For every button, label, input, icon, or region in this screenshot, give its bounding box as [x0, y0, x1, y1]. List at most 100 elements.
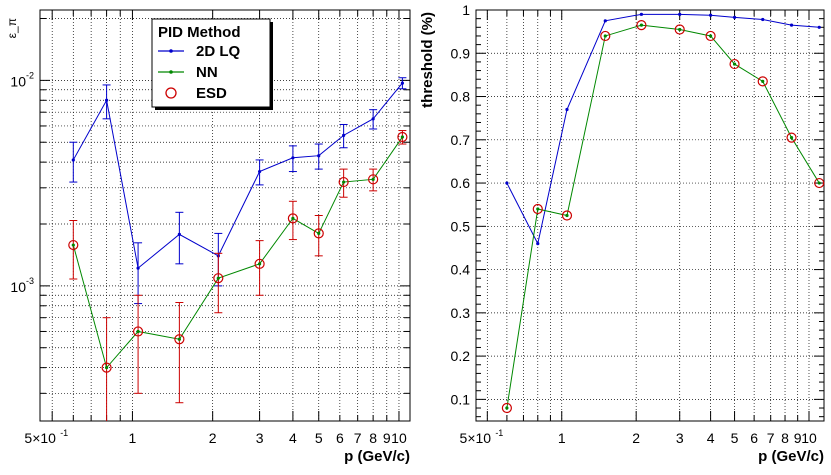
data-point	[397, 131, 408, 143]
x-axis-title: p (GeV/c)	[758, 448, 824, 465]
data-point	[400, 81, 404, 85]
data-point	[757, 76, 768, 87]
x-tick-label: 5	[731, 430, 739, 446]
y-tick-label: 0.6	[451, 175, 471, 191]
data-point	[639, 12, 644, 16]
x-tick-label-exponent: -1	[495, 428, 503, 438]
y-axis-title: threshold (%)	[419, 12, 436, 108]
x-tick-label: 5×10	[24, 430, 56, 446]
legend-title: PID Method	[158, 24, 241, 41]
y-axis-title: ε_π	[5, 18, 19, 38]
x-tick-label: 2	[632, 430, 640, 446]
x-tick-label: 8	[369, 430, 377, 446]
x-tick-label: 1	[129, 430, 137, 446]
series-nn	[505, 23, 821, 410]
data-point	[536, 242, 540, 246]
data-point	[136, 266, 140, 270]
x-tick-label: 4	[707, 430, 715, 446]
x-tick-label: 9	[794, 430, 802, 446]
data-point	[71, 158, 75, 162]
data-point	[132, 326, 144, 337]
data-point	[817, 181, 821, 185]
y-tick-label: 0.4	[451, 262, 471, 278]
data-point	[177, 337, 181, 341]
x-tick-label: 10	[801, 430, 817, 446]
data-point	[68, 239, 79, 251]
y-tick-label: 10	[10, 73, 26, 89]
plot-frame	[39, 9, 411, 422]
y-tick-label: 10	[10, 279, 26, 295]
data-point	[213, 273, 224, 284]
y-tick-label: 0.5	[451, 218, 471, 234]
y-tick-label: 0.8	[451, 89, 471, 105]
data-point	[532, 203, 543, 215]
data-point	[565, 107, 569, 112]
data-point	[705, 30, 716, 42]
data-point	[342, 180, 346, 184]
x-tick-label: 3	[676, 430, 684, 446]
data-point	[216, 276, 220, 280]
series-esd	[68, 131, 408, 373]
grid	[476, 9, 824, 421]
data-point	[501, 402, 512, 414]
data-point	[101, 362, 112, 373]
data-point	[678, 27, 682, 32]
data-point	[561, 210, 573, 221]
data-point	[317, 231, 321, 236]
data-point	[342, 133, 346, 137]
legend-marker	[169, 49, 173, 53]
x-tick-label: 10	[391, 430, 407, 446]
legend-marker	[169, 70, 173, 74]
data-point	[71, 243, 75, 247]
series-2d-lq	[69, 77, 407, 305]
data-point	[505, 406, 509, 410]
x-tick-label: 1	[558, 430, 566, 446]
data-point	[371, 177, 375, 181]
data-point	[678, 12, 682, 16]
data-point	[291, 156, 295, 160]
y-tick-label-exponent: -3	[26, 276, 34, 286]
y-tick-label: 0.1	[451, 391, 471, 407]
data-point	[786, 132, 797, 143]
data-point	[814, 177, 825, 189]
data-point	[291, 216, 295, 220]
x-tick-label: 5	[315, 430, 323, 446]
data-point	[313, 228, 324, 239]
data-point	[258, 262, 262, 266]
x-tick-label: 9	[383, 430, 391, 446]
legend-entry-label: 2D LQ	[196, 43, 241, 60]
y-tick-label: 1	[462, 2, 470, 18]
x-tick-label: 3	[256, 430, 264, 446]
series-nn	[69, 130, 407, 421]
x-tick-label: 6	[750, 430, 758, 446]
data-point	[674, 24, 685, 35]
y-tick-label: 0.3	[451, 305, 471, 321]
x-tick-label: 8	[781, 430, 789, 446]
legend-entry-label: NN	[196, 64, 218, 81]
x-tick-label: 2	[209, 430, 217, 446]
series-esd	[501, 20, 825, 414]
x-tick-label: 6	[336, 430, 344, 446]
data-point	[600, 30, 611, 42]
panel-2: 5×10 -1 1 2 3 4 5 6 7 8 9 10 0.1 0.2 0.3 0.4 0.5 0.6 0.7 0.…	[419, 2, 825, 465]
data-point	[254, 258, 265, 269]
x-tick-label: 7	[354, 430, 362, 446]
data-point	[258, 169, 262, 174]
data-point	[536, 207, 540, 211]
data-point	[709, 34, 713, 38]
y-tick-label: 0.7	[451, 132, 471, 148]
y-tick-label-exponent: -2	[26, 70, 34, 80]
ticks	[476, 9, 824, 421]
series-2d-lq	[505, 12, 821, 246]
legend-marker	[165, 87, 177, 99]
data-point	[338, 176, 349, 188]
plot-frame	[475, 9, 825, 422]
data-point	[732, 62, 737, 66]
data-point	[761, 17, 765, 22]
x-tick-label: 5×10	[460, 430, 492, 446]
data-point	[174, 334, 185, 345]
data-point	[639, 23, 644, 27]
data-point	[709, 13, 713, 17]
